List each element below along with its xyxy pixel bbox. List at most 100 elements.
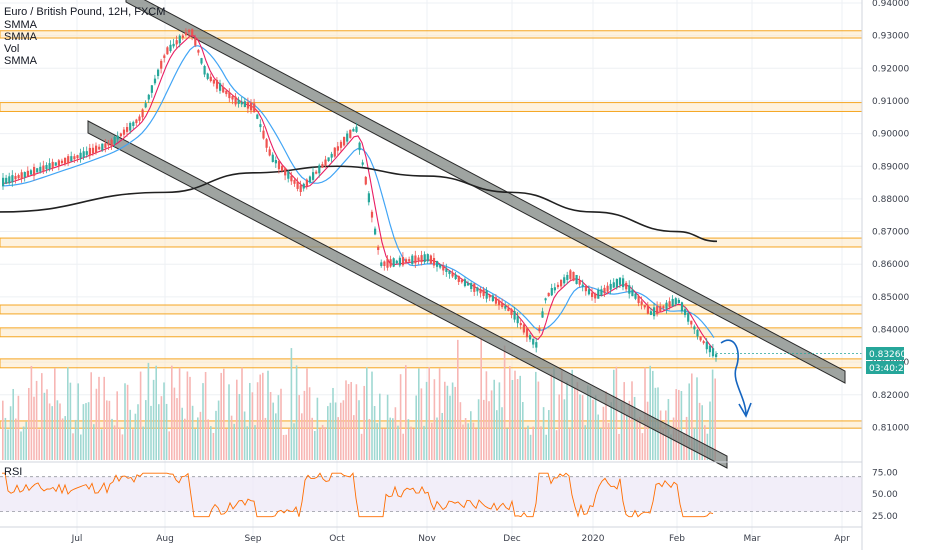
volume-bar [670,434,672,460]
forecast-arrow[interactable] [716,339,862,418]
candle-body [330,153,333,158]
volume-bar [529,434,532,460]
sr-zone[interactable] [0,30,863,39]
volume-bar [392,418,394,460]
candle-body [231,96,234,100]
candle-body [662,306,665,309]
volume-bar [303,390,306,460]
time-axis[interactable]: Jul Aug Sep Oct Nov Dec 2020 Feb Mar Apr [0,526,862,544]
smma-mid-line [1,45,715,339]
volume-bar [308,387,311,460]
candle-body [529,335,532,340]
volume-bar [389,417,391,460]
volume-bar [353,415,355,460]
volume-bar [550,373,553,460]
volume-bar [652,370,654,460]
candle-body [513,311,516,320]
volume-bar [631,381,633,460]
forecast-arrow-path[interactable] [720,339,747,415]
candle-body [352,129,355,132]
sr-zone[interactable] [0,358,863,369]
volume-bar [215,410,217,460]
candle-body [581,284,584,287]
volume-bar [441,412,443,460]
descending-channel[interactable] [87,0,846,469]
candle-body [671,298,674,307]
volume-bar [241,367,243,460]
candle-body [535,342,538,348]
volume-bar [381,428,384,460]
candle-body [374,228,377,235]
sr-zone[interactable] [0,237,863,248]
candle-body [429,255,432,264]
candle-body [88,147,91,156]
sr-zone[interactable] [0,327,863,338]
candle-body [634,293,637,299]
candle-body [591,292,594,298]
volume-bar [181,407,183,460]
candle-body [296,181,299,189]
volume-bar [12,388,14,460]
channel-lower-line[interactable] [87,120,728,469]
volume-bar [186,371,189,460]
candle-body [51,161,54,169]
candle-body [597,289,600,299]
volume-bar [142,426,144,460]
volume-bar [337,417,339,460]
candle-body [203,66,206,75]
candle-body [327,157,330,161]
volume-bar [295,365,298,460]
volume-bar [90,372,92,460]
candle-body [113,136,116,144]
channel-upper-line[interactable] [125,0,846,384]
volume-bar [412,428,415,460]
candle-body [237,99,240,104]
volume-bar [472,422,475,460]
price-tick-label: 0.81000 [872,423,909,433]
candle-body [5,177,8,184]
candle-body [358,142,361,151]
time-tick-label: Aug [156,534,174,544]
candle-body [538,328,541,332]
candle-body [649,311,653,315]
volume-bar [592,399,594,460]
volume-bar [228,384,230,460]
volume-bar [584,425,586,460]
volume-bar [321,424,324,460]
candle-body [104,143,107,148]
candle-body [274,160,277,164]
candle-body [184,32,188,36]
volume-bar [98,376,100,460]
volume-bar [457,339,459,460]
candle-body [2,177,5,186]
volume-bar [633,396,636,460]
candle-body [60,160,64,164]
candle-body [414,255,417,264]
volume-bar [54,368,56,460]
candle-body [188,29,191,33]
sr-zone[interactable] [0,102,863,112]
volume-bar [410,426,412,460]
time-tick-label: Jul [71,534,83,544]
volume-bar [230,415,233,460]
candle-body [284,168,287,176]
price-tick-label: 0.88000 [872,195,909,205]
volume-bar [158,404,160,460]
volume-bar [15,418,17,460]
candle-body [628,285,631,294]
volume-bar [659,410,662,460]
candle-body [711,348,715,357]
candle-body [395,260,398,264]
candle-body [560,279,563,287]
candle-body [389,259,392,267]
volume-bar [191,405,194,460]
candle-body [445,268,448,272]
volume-bar [155,365,157,460]
volume-bar [373,406,376,460]
volume-bar [698,402,701,460]
candle-body [76,155,79,159]
candle-body [321,164,324,168]
volume-bar [704,425,706,460]
